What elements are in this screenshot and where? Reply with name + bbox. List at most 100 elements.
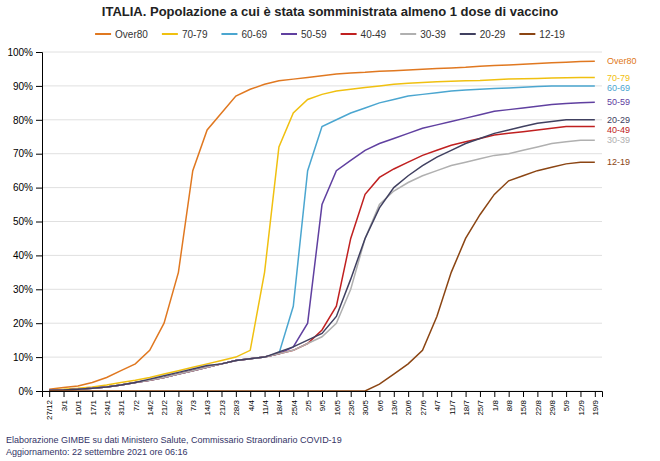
x-tick: 14/2 — [146, 391, 155, 416]
x-tick-label: 11/4 — [261, 399, 270, 415]
x-tick-mark — [279, 391, 280, 397]
x-tick-label: 1/8 — [491, 399, 500, 411]
plot: 0%10%20%30%40%50%60%70%80%90%100%27/123/… — [7, 47, 602, 420]
x-tick-mark — [107, 391, 108, 397]
legend-item: 40-49 — [341, 29, 387, 40]
y-tick: 80% — [13, 115, 42, 126]
grid-line — [42, 221, 602, 222]
x-tick-label: 7/2 — [132, 399, 141, 411]
x-tick-mark — [336, 391, 337, 397]
x-tick: 18/7 — [462, 391, 471, 416]
x-tick-label: 5/9 — [562, 399, 571, 411]
end-label: 40-49 — [607, 125, 630, 135]
x-tick-mark — [437, 391, 438, 397]
legend-swatch — [460, 33, 476, 35]
grid-line — [42, 119, 602, 120]
legend-label: 12-19 — [539, 29, 565, 40]
x-tick-mark — [150, 391, 151, 397]
lines — [49, 61, 595, 391]
x-tick: 7/2 — [132, 391, 141, 411]
x-tick: 1/8 — [491, 391, 500, 411]
x-tick: 29/8 — [548, 391, 557, 416]
x-tick-mark — [494, 391, 495, 397]
x-tick-mark — [423, 391, 424, 397]
x-tick-mark — [221, 391, 222, 397]
x-tick-label: 16/5 — [333, 399, 342, 415]
x-tick: 6/6 — [376, 391, 385, 411]
x-tick-label: 27/12 — [45, 399, 54, 420]
x-tick-label: 25/7 — [476, 399, 485, 415]
y-tick-label: 90% — [13, 81, 33, 92]
x-tick-label: 9/5 — [318, 399, 327, 411]
x-tick-mark — [451, 391, 452, 397]
grid-line — [42, 85, 602, 86]
y-tick: 30% — [13, 284, 42, 295]
x-tick-label: 4/7 — [433, 399, 442, 411]
x-tick-label: 12/9 — [577, 399, 586, 415]
x-tick-label: 2/5 — [304, 399, 313, 411]
x-tick-mark — [207, 391, 208, 397]
x-tick-mark — [308, 391, 309, 397]
grid-line — [42, 255, 602, 256]
x-tick: 5/9 — [562, 391, 571, 411]
x-tick-label: 11/7 — [448, 399, 457, 415]
x-tick-label: 3/1 — [60, 399, 69, 411]
x-tick-mark — [322, 391, 323, 397]
x-tick-mark — [49, 391, 50, 397]
x-tick-label: 29/8 — [548, 399, 557, 415]
legend-swatch — [162, 33, 178, 35]
y-tick-mark — [36, 222, 42, 223]
y-tick-label: 50% — [13, 216, 33, 227]
end-label: Over80 — [607, 56, 637, 66]
x-tick-label: 20/6 — [404, 399, 413, 415]
x-tick: 7/3 — [189, 391, 198, 411]
x-tick-label: 28/2 — [175, 399, 184, 415]
y-tick: 20% — [13, 318, 42, 329]
x-tick-mark — [121, 391, 122, 397]
y-tick-mark — [36, 52, 42, 53]
x-tick-label: 14/2 — [146, 399, 155, 415]
y-axis-line — [36, 53, 43, 392]
x-tick-label: 15/8 — [519, 399, 528, 415]
legend-swatch — [221, 33, 237, 35]
x-tick: 27/6 — [419, 391, 428, 416]
x-tick: 4/7 — [433, 391, 442, 411]
series-line — [49, 102, 595, 390]
x-tick: 21/3 — [218, 391, 227, 416]
y-tick-label: 0% — [19, 386, 34, 397]
title: ITALIA. Popolazione a cui è stata sommin… — [102, 4, 558, 19]
x-tick-mark — [580, 391, 581, 397]
x-tick-mark — [509, 391, 510, 397]
y-tick: 90% — [13, 81, 42, 92]
end-label: 12-19 — [607, 157, 630, 167]
legend-item: 50-59 — [281, 29, 327, 40]
x-tick-mark — [566, 391, 567, 397]
legend-item: 60-69 — [221, 29, 267, 40]
y-tick-mark — [36, 120, 42, 121]
x-tick-mark — [293, 391, 294, 397]
y-tick: 10% — [13, 352, 42, 363]
end-label: 60-69 — [607, 83, 630, 93]
footer: Elaborazione GIMBE su dati Ministero Sal… — [6, 435, 342, 445]
y-tick-mark — [36, 188, 42, 189]
y-tick-mark — [36, 255, 42, 256]
x-tick-mark — [164, 391, 165, 397]
x-tick-label: 21/3 — [218, 399, 227, 415]
x-tick-mark — [193, 391, 194, 397]
series-line — [49, 140, 595, 390]
x-tick-mark — [64, 391, 65, 397]
x-tick: 30/5 — [361, 391, 370, 416]
x-tick-mark — [379, 391, 380, 397]
x-tick: 15/8 — [519, 391, 528, 416]
y-tick-label: 40% — [13, 250, 33, 261]
legend: Over8070-7960-6950-5940-4930-3920-2912-1… — [95, 29, 565, 40]
x-tick-label: 19/9 — [591, 399, 600, 415]
x-tick-label: 13/6 — [390, 399, 399, 415]
y-tick: 70% — [13, 148, 42, 159]
series-line — [49, 77, 595, 390]
x-tick-label: 14/3 — [203, 399, 212, 415]
series-line — [49, 61, 595, 389]
x-tick-mark — [552, 391, 553, 397]
x-axis-line — [43, 392, 603, 398]
x-tick-label: 30/5 — [361, 399, 370, 415]
